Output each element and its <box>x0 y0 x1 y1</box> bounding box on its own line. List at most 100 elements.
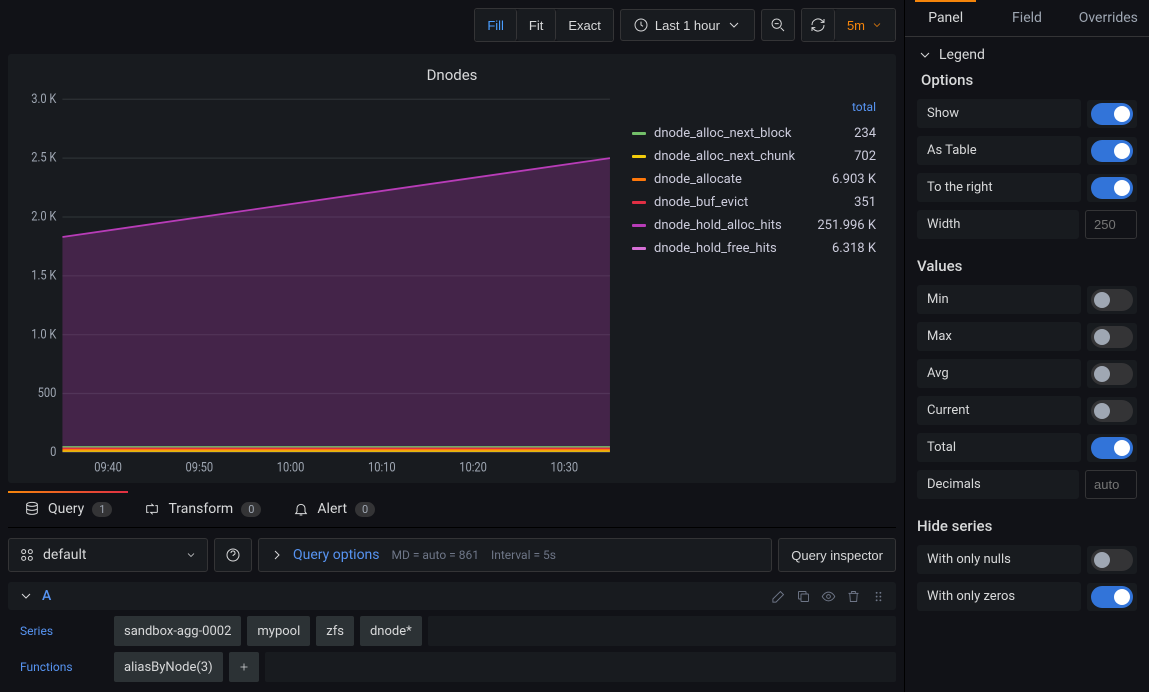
tab-transform[interactable]: Transform 0 <box>128 491 277 527</box>
query-row-actions <box>771 589 886 604</box>
opt-label-show: Show <box>917 99 1081 128</box>
tab-alert[interactable]: Alert 0 <box>277 491 391 527</box>
options-subtitle: Options <box>921 71 1137 89</box>
legend-series-name: dnode_alloc_next_block <box>654 126 846 141</box>
tab-field[interactable]: Field <box>986 0 1067 36</box>
copy-icon[interactable] <box>796 589 811 604</box>
legend-swatch <box>632 132 646 135</box>
query-options-interval: Interval = 5s <box>491 548 556 562</box>
chart-area[interactable]: 05001.0 K1.5 K2.0 K2.5 K3.0 K09:4009:501… <box>20 92 616 479</box>
toggle-wrap <box>1087 100 1137 128</box>
zoom-out-button[interactable] <box>761 9 795 41</box>
legend-swatch <box>632 247 646 250</box>
series-input[interactable] <box>428 616 896 646</box>
toggle-current[interactable] <box>1091 400 1133 422</box>
toggle-wrap <box>1087 397 1137 425</box>
toggle-zeros[interactable] <box>1091 586 1133 608</box>
toggle-to-right[interactable] <box>1091 177 1133 199</box>
query-options-label: Query options <box>293 547 380 563</box>
legend-series-name: dnode_hold_free_hits <box>654 241 824 256</box>
datasource-select[interactable]: default <box>8 538 208 572</box>
refresh-icon <box>810 17 826 33</box>
series-chip[interactable]: mypool <box>247 616 310 646</box>
eye-icon[interactable] <box>821 589 836 604</box>
toggle-max[interactable] <box>1091 326 1133 348</box>
plus-icon <box>238 659 250 675</box>
legend-row[interactable]: dnode_alloc_next_chunk 702 <box>632 145 876 168</box>
tab-query-label: Query <box>48 501 84 517</box>
legend-row[interactable]: dnode_alloc_next_block 234 <box>632 122 876 145</box>
refresh-button[interactable] <box>802 9 835 41</box>
opt-label-as-table: As Table <box>917 136 1081 165</box>
fill-button[interactable]: Fill <box>475 9 517 41</box>
chart-svg: 05001.0 K1.5 K2.0 K2.5 K3.0 K09:4009:501… <box>20 92 616 479</box>
toggle-min[interactable] <box>1091 289 1133 311</box>
series-chip[interactable]: dnode* <box>360 616 422 646</box>
trash-icon[interactable] <box>846 589 861 604</box>
svg-text:0: 0 <box>50 444 56 459</box>
svg-text:1.5 K: 1.5 K <box>31 268 56 283</box>
opt-label-nulls: With only nulls <box>917 545 1081 574</box>
query-editor: default Query options MD = auto = 861 In… <box>0 528 904 692</box>
refresh-interval-picker[interactable]: 5m <box>835 9 895 41</box>
input-width[interactable] <box>1085 210 1137 239</box>
series-chip[interactable]: sandbox-agg-0002 <box>114 616 241 646</box>
toggle-nulls[interactable] <box>1091 549 1133 571</box>
query-row-header[interactable]: A <box>8 582 896 610</box>
exact-button[interactable]: Exact <box>556 9 613 41</box>
svg-text:10:20: 10:20 <box>459 460 487 475</box>
query-inspector-button[interactable]: Query inspector <box>778 538 896 572</box>
svg-text:2.0 K: 2.0 K <box>31 209 56 224</box>
toggle-avg[interactable] <box>1091 363 1133 385</box>
tab-query[interactable]: Query 1 <box>8 491 128 527</box>
query-options[interactable]: Query options MD = auto = 861 Interval =… <box>258 538 772 572</box>
chevron-right-icon <box>269 547 285 563</box>
tab-transform-count: 0 <box>241 502 261 517</box>
opt-label-avg: Avg <box>917 359 1081 388</box>
chart-panel: Dnodes 05001.0 K1.5 K2.0 K2.5 K3.0 K09:4… <box>8 54 896 483</box>
legend-swatch <box>632 155 646 158</box>
time-range-picker[interactable]: Last 1 hour <box>620 9 755 41</box>
sidebar-tabs: Panel Field Overrides <box>905 0 1149 37</box>
series-chip[interactable]: zfs <box>316 616 354 646</box>
panel-title: Dnodes <box>20 62 884 92</box>
datasource-help[interactable] <box>214 538 252 572</box>
legend-row[interactable]: dnode_buf_evict 351 <box>632 191 876 214</box>
svg-text:500: 500 <box>38 385 57 400</box>
section-legend-title[interactable]: Legend <box>917 47 1137 63</box>
legend-series-name: dnode_alloc_next_chunk <box>654 149 846 164</box>
input-decimals[interactable] <box>1085 470 1137 499</box>
opt-label-max: Max <box>917 322 1081 351</box>
legend-row[interactable]: dnode_allocate 6.903 K <box>632 168 876 191</box>
tab-panel[interactable]: Panel <box>905 0 986 36</box>
bell-icon <box>293 501 309 517</box>
functions-input[interactable] <box>265 652 896 682</box>
legend-row[interactable]: dnode_hold_alloc_hits 251.996 K <box>632 214 876 237</box>
toggle-show[interactable] <box>1091 103 1133 125</box>
toggle-total[interactable] <box>1091 437 1133 459</box>
editor-tabs: Query 1 Transform 0 Alert 0 <box>8 491 896 528</box>
series-row: Series sandbox-agg-0002mypoolzfsdnode* <box>8 616 896 646</box>
zoom-out-icon <box>770 17 786 33</box>
legend-series-value: 251.996 K <box>817 218 876 233</box>
tab-overrides[interactable]: Overrides <box>1068 0 1149 36</box>
chevron-down-icon <box>18 588 34 604</box>
functions-label: Functions <box>8 652 108 682</box>
svg-text:3.0 K: 3.0 K <box>31 92 56 106</box>
legend-swatch <box>632 201 646 204</box>
opt-label-zeros: With only zeros <box>917 582 1081 611</box>
chevron-down-icon <box>726 17 742 33</box>
query-letter: A <box>42 588 51 604</box>
series-label: Series <box>8 616 108 646</box>
functions-row: Functions aliasByNode(3) <box>8 652 896 682</box>
drag-icon[interactable] <box>871 589 886 604</box>
legend-row[interactable]: dnode_hold_free_hits 6.318 K <box>632 237 876 260</box>
tab-query-count: 1 <box>92 502 112 517</box>
fit-button[interactable]: Fit <box>517 9 556 41</box>
opt-label-current: Current <box>917 396 1081 425</box>
add-function-button[interactable] <box>229 652 259 682</box>
toggle-as-table[interactable] <box>1091 140 1133 162</box>
function-chip[interactable]: aliasByNode(3) <box>114 652 223 682</box>
transform-icon <box>144 501 160 517</box>
edit-icon[interactable] <box>771 589 786 604</box>
